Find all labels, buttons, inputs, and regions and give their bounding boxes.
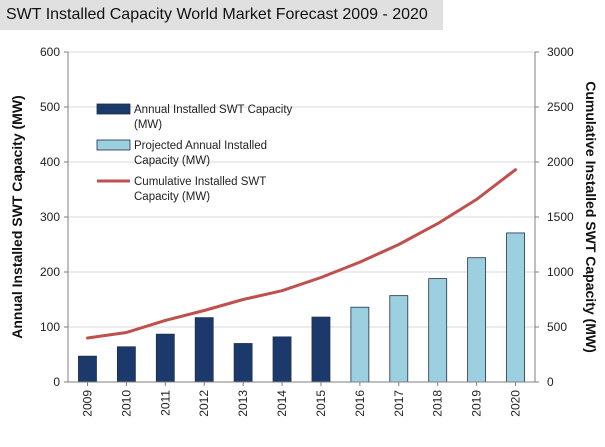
bar (506, 232, 525, 383)
y2-tick-label: 0 (547, 375, 554, 389)
y-axis-title: Annual Installed SWT Capacity (MW) (9, 95, 25, 338)
y2-axis-title: Cumulative Installed SWT Capacity (MW) (583, 81, 599, 352)
legend-label: Annual Installed SWT Capacity (MW) (134, 104, 293, 131)
legend-swatch (96, 139, 131, 151)
y-tick-label: 0 (53, 375, 60, 389)
y2-tick-label: 1500 (547, 210, 574, 224)
y2-tick-label: 2000 (547, 155, 574, 169)
y2-tick-label: 1000 (547, 265, 574, 279)
grid-lines (68, 51, 535, 328)
x-tick-label: 2014 (275, 390, 289, 417)
x-tick-label: 2016 (353, 390, 367, 417)
bar (78, 355, 97, 383)
bar (311, 316, 331, 383)
bar (233, 343, 253, 383)
y-tick-label: 500 (40, 100, 60, 114)
x-tick-label: 2010 (119, 390, 133, 417)
y-tick-label: 200 (40, 265, 60, 279)
bar-series (78, 232, 525, 383)
bar (389, 295, 409, 383)
legend-swatch (96, 103, 131, 115)
x-tick-label: 2020 (509, 390, 523, 417)
y-tick-label: 300 (40, 210, 60, 224)
line-series (86, 168, 517, 340)
legend-label: Projected Annual Installed Capacity (MW) (134, 140, 267, 167)
x-tick-label: 2012 (197, 390, 211, 417)
axes: 0 100 200 300 400 500 600 0 500 1000 1500 2000 2500 3… (40, 45, 574, 417)
bar (467, 257, 487, 383)
cumulative-line (86, 168, 517, 340)
x-tick-label: 2009 (80, 390, 94, 417)
y-tick-label: 400 (40, 155, 60, 169)
y-tick-label: 100 (40, 320, 60, 334)
x-tick-label: 2011 (158, 390, 172, 416)
chart-title: SWT Installed Capacity World Market Fore… (0, 0, 443, 30)
legend-label: Cumulative Installed SWT Capacity (MW) (134, 176, 266, 203)
y2-tick-label: 2500 (547, 100, 574, 114)
legend: Annual Installed SWT Capacity (MW) Project… (96, 103, 293, 203)
x-tick-label: 2017 (392, 390, 406, 417)
bar (155, 333, 175, 383)
bar (350, 306, 370, 383)
bar (194, 317, 214, 383)
bar (272, 336, 292, 383)
y2-tick-label: 500 (547, 320, 567, 334)
y-tick-label: 600 (40, 45, 60, 59)
x-tick-label: 2019 (470, 390, 484, 417)
y2-tick-label: 3000 (547, 45, 574, 59)
x-tick-label: 2013 (236, 390, 250, 417)
bar (428, 278, 448, 383)
x-tick-label: 2018 (431, 390, 445, 417)
x-tick-label: 2015 (314, 390, 328, 417)
bar (116, 346, 136, 383)
